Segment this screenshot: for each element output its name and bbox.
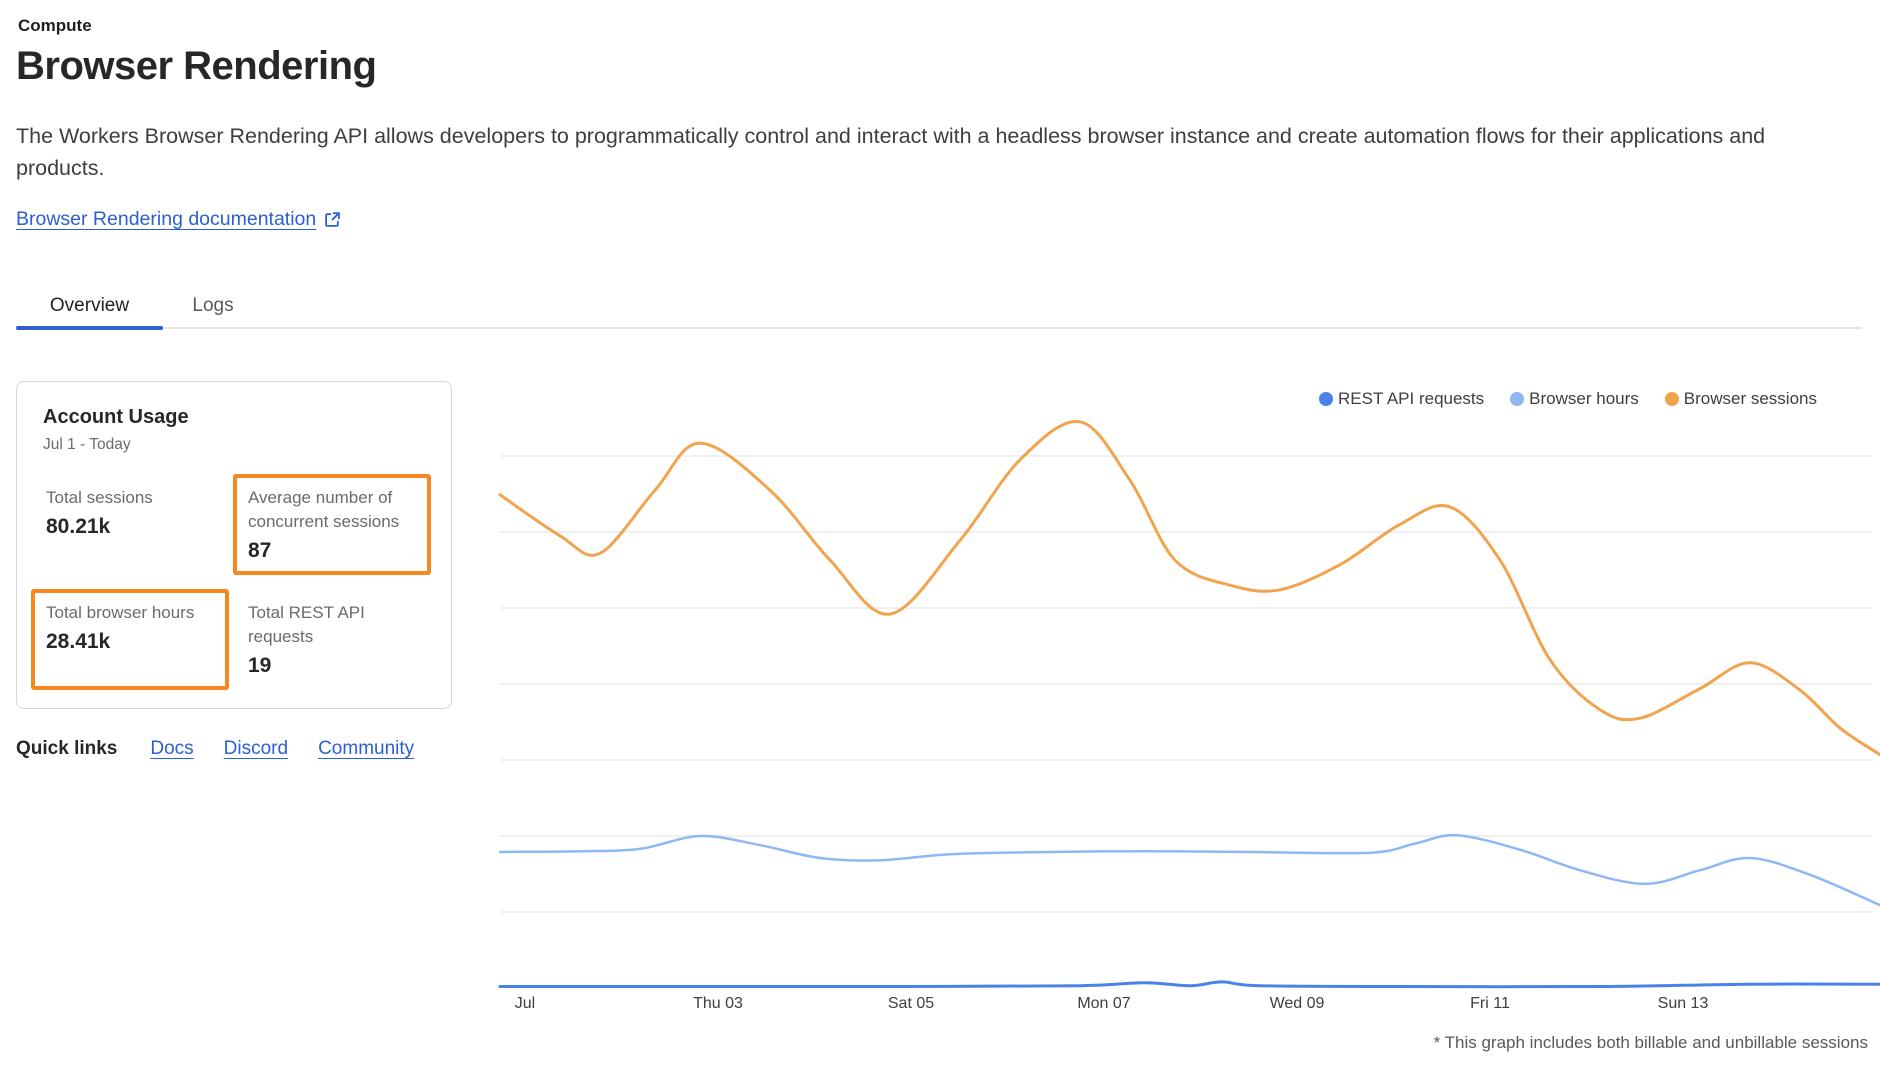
x-axis-label: Mon 07 [1077, 995, 1131, 1012]
legend-dot-rest-api-requests [1319, 392, 1334, 406]
account-usage-title: Account Usage [43, 406, 189, 428]
series-line-browser-sessions [498, 420, 1880, 757]
quick-links-row: Quick links Docs Discord Community [16, 738, 414, 760]
tab-logs-label: Logs [192, 295, 234, 316]
stat-total-sessions: Total sessions 80.21k [46, 488, 153, 538]
legend-item-browser-hours[interactable]: Browser hours [1510, 389, 1639, 409]
stat-total-browser-hours: Total browser hours 28.41k [31, 589, 229, 690]
x-axis-label: Wed 09 [1269, 995, 1325, 1012]
stat-avg-concurrent-sessions: Average number of concurrent sessions 87 [233, 474, 431, 575]
legend-label: REST API requests [1338, 389, 1485, 408]
legend-dot-browser-hours [1510, 392, 1525, 406]
tab-logs[interactable]: Logs [163, 283, 263, 329]
tab-overview-label: Overview [49, 295, 130, 316]
page-description: The Workers Browser Rendering API allows… [16, 124, 1766, 180]
series-line-browser-hours [498, 833, 1880, 907]
tab-bar-divider [16, 327, 1862, 329]
x-axis-label: Thu 03 [693, 995, 743, 1012]
account-usage-stats: Total sessions 80.21k Average number of … [31, 474, 431, 690]
documentation-link[interactable]: Browser Rendering documentation [16, 208, 317, 230]
chart-plot-area [498, 420, 1880, 989]
tab-overview[interactable]: Overview [16, 283, 163, 330]
chart-legend: REST API requests Browser hours Browser se… [1319, 389, 1817, 409]
active-tab-underline [16, 326, 163, 330]
legend-item-browser-sessions[interactable]: Browser sessions [1664, 389, 1817, 409]
x-axis-label: Sun 13 [1657, 995, 1709, 1012]
chart-footnote: * This graph includes both billable and … [1433, 1033, 1868, 1052]
account-usage-date-range: Jul 1 - Today [43, 436, 131, 453]
quick-link-community[interactable]: Community [318, 738, 415, 759]
chart-x-axis-labels: Jul Thu 03 Sat 05 Mon 07 Wed 09 Fri 11 Sun 13 [500, 995, 1872, 1017]
usage-chart: REST API requests Browser hours Browser se… [498, 385, 1880, 1080]
doc-link-row: Browser Rendering documentation [16, 208, 341, 231]
page-title: Browser Rendering [16, 44, 377, 88]
legend-label: Browser hours [1529, 389, 1639, 408]
series-line-rest-api-requests [498, 980, 1880, 989]
x-axis-label: Jul [514, 995, 536, 1012]
legend-item-rest-api-requests[interactable]: REST API requests [1319, 389, 1484, 409]
quick-link-docs[interactable]: Docs [150, 738, 194, 759]
account-usage-card: Account Usage Jul 1 - Today Total sessio… [16, 381, 452, 709]
tab-bar: Overview Logs [16, 283, 1862, 330]
legend-dot-browser-sessions [1664, 392, 1679, 406]
stat-total-rest-api-requests: Total REST API requests 19 [248, 603, 365, 677]
breadcrumb-category: Compute [18, 16, 92, 35]
x-axis-label: Fri 11 [1470, 995, 1510, 1012]
legend-label: Browser sessions [1683, 389, 1817, 408]
x-axis-label: Sat 05 [887, 995, 935, 1012]
quick-links-label: Quick links [16, 738, 118, 759]
quick-link-discord[interactable]: Discord [223, 738, 289, 759]
external-link-icon [325, 212, 341, 227]
